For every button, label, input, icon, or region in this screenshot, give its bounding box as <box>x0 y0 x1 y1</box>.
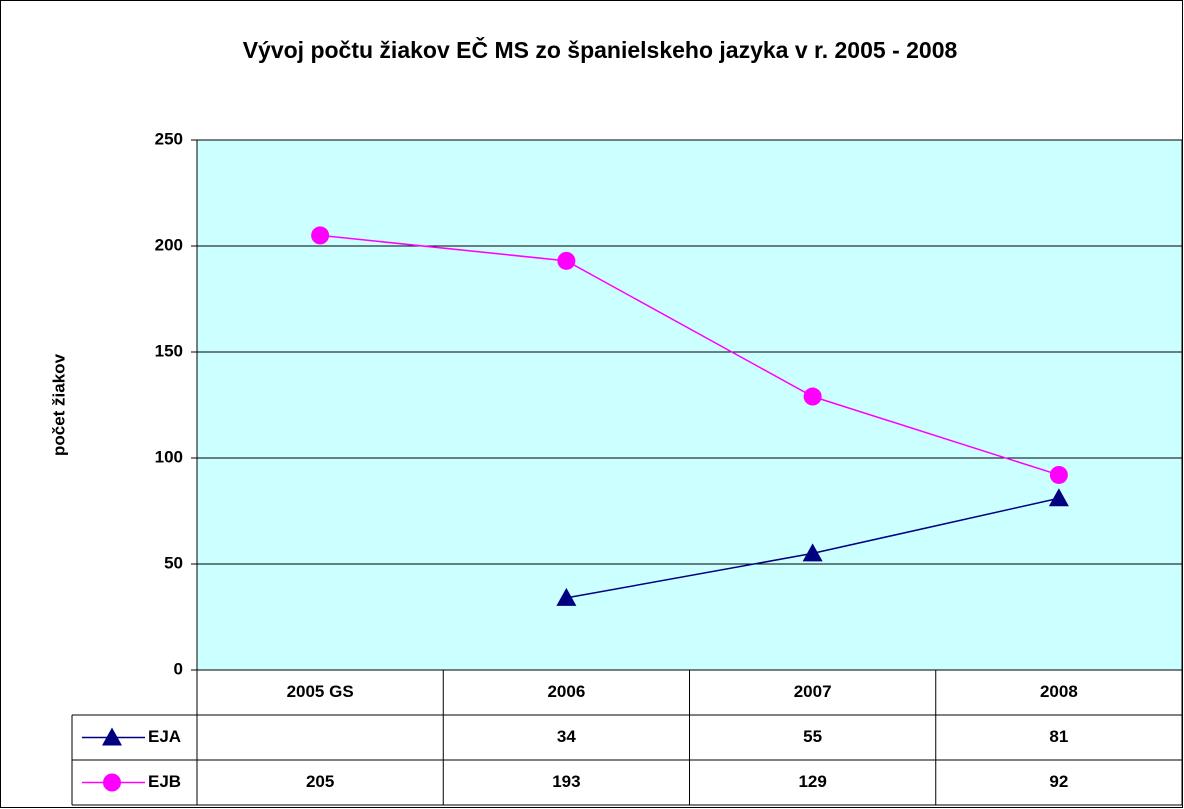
marker <box>803 387 822 406</box>
legend-label: EJA <box>148 727 181 746</box>
table-value: 193 <box>552 772 580 791</box>
marker <box>802 543 823 562</box>
y-axis-label: počet žiakov <box>49 353 68 456</box>
marker <box>311 226 330 245</box>
y-tick-label: 200 <box>155 235 183 254</box>
table-value: 129 <box>798 772 826 791</box>
marker <box>556 587 577 606</box>
marker <box>103 773 121 792</box>
marker <box>1049 465 1068 484</box>
plot-area <box>196 139 1183 671</box>
y-tick-label: 50 <box>164 553 183 572</box>
legend-label: EJB <box>148 772 181 791</box>
marker <box>1048 488 1069 507</box>
table-value: 34 <box>557 727 576 746</box>
table-value: 92 <box>1049 772 1068 791</box>
y-tick-label: 0 <box>174 659 183 678</box>
table-value: 55 <box>803 727 822 746</box>
table-value: 81 <box>1049 727 1068 746</box>
y-tick-label: 250 <box>155 129 183 148</box>
y-tick-label: 100 <box>155 447 183 466</box>
table-value: 205 <box>306 772 334 791</box>
marker <box>102 727 122 746</box>
chart-title: Vývoj počtu žiakov EČ MS zo španielskeho… <box>243 36 958 63</box>
x-tick-label: 2005 GS <box>287 682 354 701</box>
x-tick-label: 2006 <box>547 682 585 701</box>
x-tick-label: 2008 <box>1040 682 1078 701</box>
y-tick-label: 150 <box>155 341 183 360</box>
x-tick-label: 2007 <box>794 682 832 701</box>
marker <box>557 251 576 270</box>
series-line <box>320 234 1060 476</box>
